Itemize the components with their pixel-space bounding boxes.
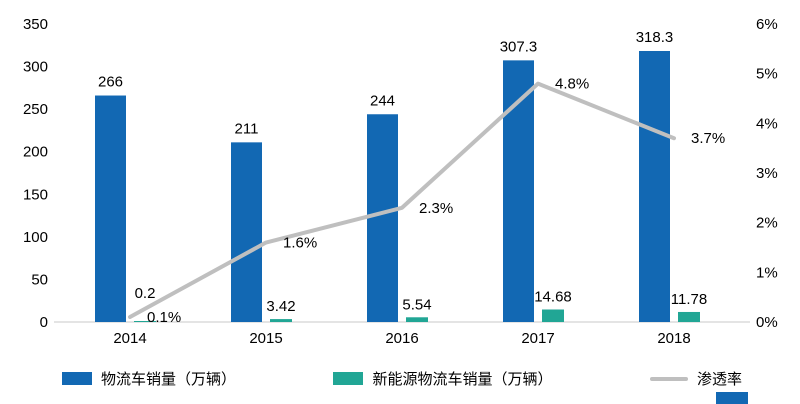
bar-nev-logistics-truck-sales-2018 (678, 311, 700, 322)
legend: 物流车销量（万辆） 新能源物流车销量（万辆） 渗透率 (62, 368, 742, 389)
bar-label-nev-logistics-truck-sales-2015: 3.42 (266, 298, 295, 315)
left-axis-tick-300: 300 (23, 59, 48, 76)
bar-logistics-truck-sales-2016 (367, 114, 398, 322)
bar-logistics-truck-sales-2015 (231, 142, 262, 322)
line-label-2017: 4.8% (555, 76, 589, 93)
legend-swatch-nev-logistics-truck-sales (333, 372, 364, 385)
x-axis-label-2014: 2014 (113, 330, 146, 347)
legend-item-logistics-truck-sales: 物流车销量（万辆） (62, 368, 236, 389)
legend-item-nev-logistics-truck-sales: 新能源物流车销量（万辆） (333, 368, 553, 389)
bar-label-nev-logistics-truck-sales-2017: 14.68 (534, 289, 572, 306)
bar-label-logistics-truck-sales-2016: 244 (370, 92, 395, 109)
bar-label-nev-logistics-truck-sales-2014: 0.2 (135, 285, 156, 302)
plot-area: 0 50 100 150 200 250 300 350 0% 1% 2% 3% 4% 5% 6% 2014 2… (23, 16, 778, 347)
bar-logistics-truck-sales-2014 (95, 95, 126, 323)
legend-label-logistics-truck-sales: 物流车销量（万辆） (101, 371, 237, 388)
bar-logistics-truck-sales-2018 (639, 50, 670, 322)
legend-item-penetration-rate: 渗透率 (649, 368, 742, 389)
legend-swatch-penetration-rate (649, 376, 688, 381)
bar-nev-logistics-truck-sales-2014 (134, 321, 156, 322)
left-axis-tick-250: 250 (23, 101, 48, 118)
bar-label-logistics-truck-sales-2017: 307.3 (500, 38, 538, 55)
bar-label-logistics-truck-sales-2014: 266 (98, 74, 123, 91)
bar-label-nev-logistics-truck-sales-2018: 11.78 (671, 291, 707, 308)
bar-nev-logistics-truck-sales-2017 (542, 309, 564, 322)
penetration-rate-line (128, 81, 676, 320)
left-axis-tick-350: 350 (23, 16, 48, 33)
bar-label-logistics-truck-sales-2018: 318.3 (636, 29, 674, 46)
bar-nev-logistics-truck-sales-2016 (406, 317, 428, 322)
line-label-2016: 2.3% (419, 200, 453, 217)
right-axis-tick-0%: 0% (756, 314, 778, 331)
left-axis-tick-150: 150 (23, 186, 48, 203)
right-axis-tick-3%: 3% (756, 165, 778, 182)
right-axis-tick-5%: 5% (756, 66, 778, 83)
left-axis-tick-100: 100 (23, 229, 48, 246)
line-label-2015: 1.6% (283, 235, 317, 252)
right-axis-tick-6%: 6% (756, 16, 778, 33)
right-axis-tick-2%: 2% (756, 215, 778, 232)
x-axis-label-2018: 2018 (657, 330, 690, 347)
bar-nev-logistics-truck-sales-2015 (270, 319, 292, 322)
left-axis-tick-0: 0 (40, 314, 48, 331)
bar-label-nev-logistics-truck-sales-2016: 5.54 (402, 296, 431, 313)
left-axis-tick-50: 50 (31, 271, 48, 288)
line-label-2014: 0.1% (147, 309, 181, 326)
line-label-2018: 3.7% (691, 130, 725, 147)
bar-label-logistics-truck-sales-2015: 211 (235, 120, 259, 137)
x-axis-label-2015: 2015 (249, 330, 282, 347)
right-axis-tick-1%: 1% (756, 264, 778, 281)
right-axis-tick-4%: 4% (756, 115, 778, 132)
legend-swatch-logistics-truck-sales (62, 372, 92, 385)
x-axis-label-2017: 2017 (521, 330, 554, 347)
x-axis-label-2016: 2016 (385, 330, 418, 347)
legend-label-nev-logistics-truck-sales: 新能源物流车销量（万辆） (372, 371, 553, 388)
cropped-blue-box (716, 392, 748, 404)
left-axis-tick-200: 200 (23, 144, 48, 161)
legend-label-penetration-rate: 渗透率 (696, 371, 742, 388)
